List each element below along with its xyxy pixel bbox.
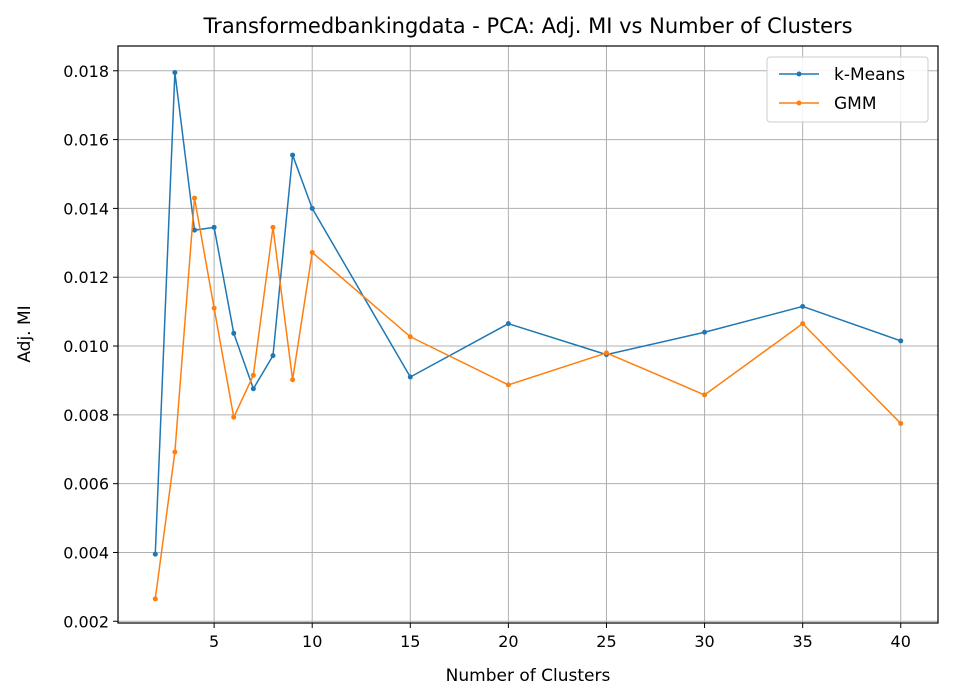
ticks: 5 10 15 20 25 30 35 40 0.002 0.004 0.006 0.008 0.010… bbox=[63, 62, 911, 651]
data-point-gmm bbox=[800, 321, 806, 327]
legend-gmm-marker bbox=[796, 100, 802, 106]
data-point-k-means bbox=[290, 152, 296, 158]
data-point-gmm bbox=[407, 334, 413, 340]
series-lines bbox=[152, 69, 904, 602]
x-tick-label: 40 bbox=[891, 632, 911, 651]
data-point-k-means bbox=[898, 338, 904, 344]
data-point-k-means bbox=[702, 329, 708, 335]
data-point-gmm bbox=[898, 420, 904, 426]
legend-gmm-label: GMM bbox=[834, 94, 877, 114]
chart-title: Transformedbankingdata - PCA: Adj. MI vs… bbox=[202, 14, 852, 38]
y-tick-label: 0.008 bbox=[63, 406, 109, 425]
data-point-k-means bbox=[172, 69, 178, 75]
data-point-gmm bbox=[290, 377, 296, 383]
x-tick-label: 15 bbox=[400, 632, 420, 651]
data-point-k-means bbox=[250, 386, 256, 392]
data-point-gmm bbox=[172, 449, 178, 455]
y-tick-label: 0.004 bbox=[63, 543, 109, 562]
x-tick-label: 10 bbox=[302, 632, 322, 651]
data-point-k-means bbox=[270, 353, 276, 359]
data-point-k-means bbox=[211, 224, 217, 230]
data-point-gmm bbox=[231, 414, 237, 420]
data-point-gmm bbox=[152, 596, 158, 602]
y-tick-label: 0.002 bbox=[63, 612, 109, 631]
y-tick-label: 0.014 bbox=[63, 199, 109, 218]
data-point-gmm bbox=[309, 249, 315, 255]
plot-frame bbox=[117, 45, 939, 624]
legend-kmeans-label: k-Means bbox=[834, 65, 905, 85]
legend-kmeans-marker bbox=[796, 71, 802, 77]
legend: k-Means GMM bbox=[766, 56, 929, 123]
data-point-gmm bbox=[192, 195, 198, 201]
data-point-gmm bbox=[702, 392, 708, 398]
y-tick-label: 0.016 bbox=[63, 131, 109, 150]
data-point-k-means bbox=[231, 330, 237, 336]
grid bbox=[118, 46, 938, 623]
data-point-k-means bbox=[505, 321, 511, 327]
x-tick-label: 35 bbox=[792, 632, 812, 651]
x-tick-label: 20 bbox=[498, 632, 518, 651]
y-tick-label: 0.012 bbox=[63, 268, 109, 287]
y-tick-label: 0.018 bbox=[63, 62, 109, 81]
x-axis-label: Number of Clusters bbox=[446, 666, 611, 686]
y-tick-label: 0.006 bbox=[63, 475, 109, 494]
data-point-k-means bbox=[800, 303, 806, 309]
data-point-gmm bbox=[505, 382, 511, 388]
y-tick-label: 0.010 bbox=[63, 337, 109, 356]
data-point-gmm bbox=[211, 305, 217, 311]
x-tick-label: 5 bbox=[209, 632, 219, 651]
data-point-k-means bbox=[192, 227, 198, 233]
data-point-gmm bbox=[270, 224, 276, 230]
y-axis-label: Adj. MI bbox=[15, 305, 35, 362]
data-point-gmm bbox=[603, 350, 609, 356]
data-point-k-means bbox=[407, 374, 413, 380]
x-tick-label: 30 bbox=[694, 632, 714, 651]
data-point-k-means bbox=[309, 205, 315, 211]
x-tick-label: 25 bbox=[596, 632, 616, 651]
data-point-k-means bbox=[152, 551, 158, 557]
data-point-gmm bbox=[250, 372, 256, 378]
